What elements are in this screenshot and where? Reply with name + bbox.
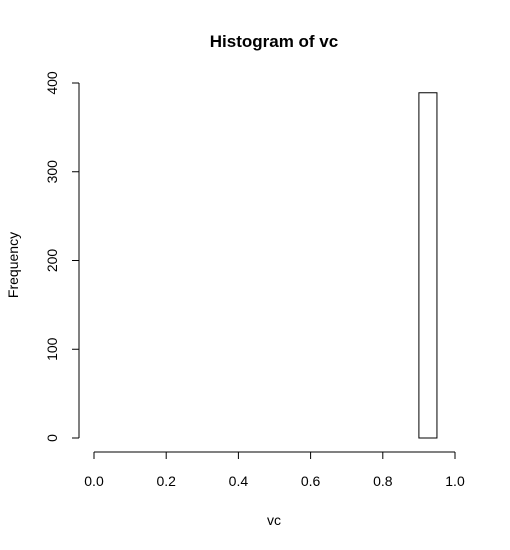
y-tick-label: 300 xyxy=(44,160,60,184)
y-tick-label: 400 xyxy=(44,71,60,95)
y-axis-ticks: 0 100 200 300 400 xyxy=(44,71,79,442)
x-axis-label: vc xyxy=(267,512,281,528)
x-tick-label: 0.0 xyxy=(84,473,104,489)
chart-title: Histogram of vc xyxy=(210,32,338,51)
y-tick-label: 200 xyxy=(44,249,60,273)
histogram-bars xyxy=(418,92,438,439)
x-axis-ticks: 0.0 0.2 0.4 0.6 0.8 1.0 xyxy=(84,452,465,489)
y-tick-label: 100 xyxy=(44,337,60,361)
x-tick-label: 1.0 xyxy=(445,473,465,489)
x-tick-label: 0.6 xyxy=(301,473,321,489)
x-tick-label: 0.2 xyxy=(156,473,176,489)
y-axis-label: Frequency xyxy=(5,232,21,298)
y-tick-label: 0 xyxy=(44,434,60,442)
histogram-bar xyxy=(418,92,438,439)
x-tick-label: 0.8 xyxy=(373,473,393,489)
x-tick-label: 0.4 xyxy=(229,473,249,489)
